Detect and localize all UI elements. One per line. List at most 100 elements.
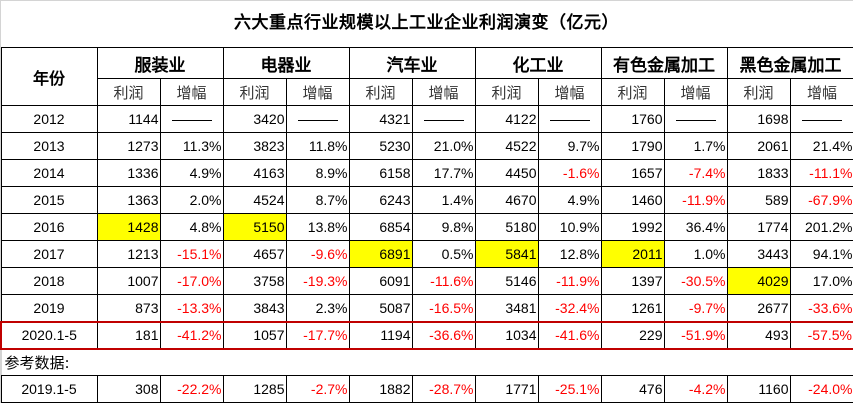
reference-label-row: 参考数据: bbox=[0, 348, 853, 376]
year-cell: 2019 bbox=[0, 294, 98, 322]
year-cell: 2015 bbox=[0, 186, 98, 214]
table-row: 2013 1273 11.3% 3823 11.8% 5230 21.0% 4522 9.7% 1… bbox=[0, 132, 853, 160]
growth-cell: -16.5% bbox=[411, 294, 476, 322]
profit-cell: 1460 bbox=[600, 186, 665, 214]
growth-cell: -9.6% bbox=[285, 240, 350, 268]
sub-header-profit: 利润 bbox=[348, 78, 413, 106]
dash-line bbox=[675, 119, 716, 121]
profit-cell: 4163 bbox=[222, 159, 287, 187]
profit-cell: 2011 bbox=[600, 240, 665, 268]
profit-cell: 2061 bbox=[726, 132, 791, 160]
profit-cell: 1194 bbox=[348, 320, 413, 350]
profit-cell: 4122 bbox=[474, 105, 539, 133]
profit-cell: 4450 bbox=[474, 159, 539, 187]
year-cell: 2016 bbox=[0, 213, 98, 241]
table-row: 2012 1144 3420 4321 4122 1760 1698 bbox=[0, 105, 853, 133]
year-cell: 2018 bbox=[0, 267, 98, 295]
growth-cell-empty bbox=[789, 105, 853, 133]
profit-cell: 5230 bbox=[348, 132, 413, 160]
growth-cell: -15.1% bbox=[159, 240, 224, 268]
growth-cell: 4.8% bbox=[159, 213, 224, 241]
table-row: 2018 1007 -17.0% 3758 -19.3% 6091 -11.6% 5146 -1… bbox=[0, 267, 853, 295]
table-row: 2020.1-5 181 -41.2% 1057 -17.7% 1194 -36.6% 103… bbox=[0, 320, 853, 350]
profit-cell: 6243 bbox=[348, 186, 413, 214]
profit-cell: 181 bbox=[96, 320, 161, 350]
growth-cell: -57.5% bbox=[789, 320, 853, 350]
growth-cell: -1.6% bbox=[537, 159, 602, 187]
growth-cell: 94.1% bbox=[789, 240, 853, 268]
profit-cell: 1397 bbox=[600, 267, 665, 295]
dash-line bbox=[549, 119, 590, 121]
dash-line bbox=[297, 119, 338, 121]
growth-cell: 8.7% bbox=[285, 186, 350, 214]
growth-cell: -32.4% bbox=[537, 294, 602, 322]
growth-cell: -67.9% bbox=[789, 186, 853, 214]
profit-cell: 476 bbox=[600, 375, 665, 403]
profit-cell: 2677 bbox=[726, 294, 791, 322]
growth-cell: 9.8% bbox=[411, 213, 476, 241]
group-header-apparel: 服装业 bbox=[96, 47, 224, 79]
profit-cell: 1774 bbox=[726, 213, 791, 241]
table-row: 2019.1-5 308 -22.2% 1285 -2.7% 1882 -28.7% 1771… bbox=[0, 375, 853, 403]
table-row: 2014 1336 4.9% 4163 8.9% 6158 17.7% 4450 -1.6% 16… bbox=[0, 159, 853, 187]
group-header-electrical: 电器业 bbox=[222, 47, 350, 79]
profit-cell: 5087 bbox=[348, 294, 413, 322]
growth-cell: 12.8% bbox=[537, 240, 602, 268]
profit-cell: 5841 bbox=[474, 240, 539, 268]
growth-cell: -13.3% bbox=[159, 294, 224, 322]
growth-cell: 21.4% bbox=[789, 132, 853, 160]
header-group-row: 年份 服装业 电器业 汽车业 化工业 有色金属加工 黑色金属加工 bbox=[0, 47, 853, 106]
growth-cell: 201.2% bbox=[789, 213, 853, 241]
group-header-nonferrous: 有色金属加工 bbox=[600, 47, 728, 79]
profit-cell: 1273 bbox=[96, 132, 161, 160]
growth-cell-empty bbox=[411, 105, 476, 133]
reference-label: 参考数据: bbox=[0, 348, 853, 376]
profit-cell: 5180 bbox=[474, 213, 539, 241]
growth-cell: -11.9% bbox=[663, 186, 728, 214]
profit-cell: 1336 bbox=[96, 159, 161, 187]
growth-cell: 2.3% bbox=[285, 294, 350, 322]
profit-cell: 1657 bbox=[600, 159, 665, 187]
growth-cell: 10.9% bbox=[537, 213, 602, 241]
growth-cell: 1.7% bbox=[663, 132, 728, 160]
profit-cell: 1261 bbox=[600, 294, 665, 322]
growth-cell: -30.5% bbox=[663, 267, 728, 295]
growth-cell: 4.9% bbox=[537, 186, 602, 214]
sub-header-profit: 利润 bbox=[600, 78, 665, 106]
growth-cell: -7.4% bbox=[663, 159, 728, 187]
table-row: 2016 1428 4.8% 5150 13.8% 6854 9.8% 5180 10.9% 19… bbox=[0, 213, 853, 241]
sub-header-growth: 增幅 bbox=[159, 78, 224, 106]
growth-cell: 1.0% bbox=[663, 240, 728, 268]
growth-cell: -51.9% bbox=[663, 320, 728, 350]
profit-cell: 3481 bbox=[474, 294, 539, 322]
group-header-automotive: 汽车业 bbox=[348, 47, 476, 79]
growth-cell: 0.5% bbox=[411, 240, 476, 268]
sub-header-profit: 利润 bbox=[96, 78, 161, 106]
growth-cell: -11.1% bbox=[789, 159, 853, 187]
profit-cell: 1057 bbox=[222, 320, 287, 350]
table-row: 2017 1213 -15.1% 4657 -9.6% 6891 0.5% 5841 12.8%… bbox=[0, 240, 853, 268]
profit-cell: 1771 bbox=[474, 375, 539, 403]
sub-header-growth: 增幅 bbox=[411, 78, 476, 106]
growth-cell: 2.0% bbox=[159, 186, 224, 214]
growth-cell: -11.9% bbox=[537, 267, 602, 295]
profit-cell: 1285 bbox=[222, 375, 287, 403]
profit-cell: 229 bbox=[600, 320, 665, 350]
table-title: 六大重点行业规模以上工业企业利润演变（亿元） bbox=[234, 13, 619, 33]
growth-cell: -17.0% bbox=[159, 267, 224, 295]
growth-cell: 8.9% bbox=[285, 159, 350, 187]
profit-cell: 873 bbox=[96, 294, 161, 322]
sub-header-profit: 利润 bbox=[222, 78, 287, 106]
growth-cell: -41.6% bbox=[537, 320, 602, 350]
growth-cell-empty bbox=[159, 105, 224, 133]
profit-cell: 1882 bbox=[348, 375, 413, 403]
profit-cell: 4321 bbox=[348, 105, 413, 133]
profit-cell: 493 bbox=[726, 320, 791, 350]
profit-table: 年份 服装业 电器业 汽车业 化工业 有色金属加工 黑色金属加工 利润 增幅 利… bbox=[0, 47, 853, 403]
growth-cell: 17.0% bbox=[789, 267, 853, 295]
growth-cell: 9.7% bbox=[537, 132, 602, 160]
growth-cell: 11.8% bbox=[285, 132, 350, 160]
profit-cell: 1760 bbox=[600, 105, 665, 133]
dash-line bbox=[802, 119, 842, 121]
profit-cell: 1833 bbox=[726, 159, 791, 187]
